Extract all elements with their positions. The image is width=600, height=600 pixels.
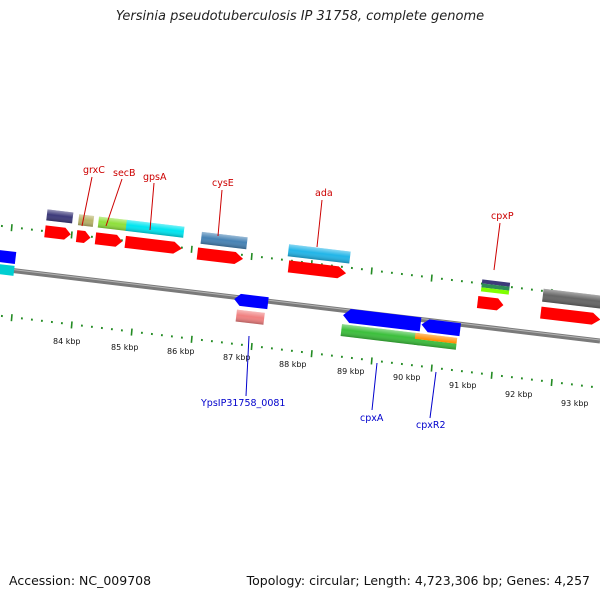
cds-forward-secB[interactable] — [94, 232, 123, 247]
inner-major-tick — [70, 321, 73, 329]
cds-forward-1[interactable] — [44, 225, 71, 240]
cds-forward-cysE[interactable] — [196, 247, 244, 265]
gene-label-grxC[interactable]: grxC — [83, 165, 105, 176]
forward-gene-labels: grxC secB gpsA cysE ada cpxP — [81, 165, 514, 271]
forward-features — [46, 209, 600, 309]
cds-reverse-cpxR2[interactable] — [421, 319, 461, 337]
leader-cpxR2 — [429, 371, 437, 419]
genome-backbone-highlight — [0, 267, 600, 341]
gene-label-gpsA[interactable]: gpsA — [143, 172, 167, 183]
feature-block-edge[interactable] — [0, 263, 15, 276]
tick-label-92: 92 kbp — [505, 390, 533, 399]
inner-major-tick — [10, 314, 13, 322]
tick-labels: 84 kbp 85 kbp 86 kbp 87 kbp 88 kbp 89 kb… — [53, 337, 589, 408]
inner-tick-ring — [0, 314, 593, 388]
tick-label-84: 84 kbp — [53, 337, 81, 346]
inner-major-tick — [190, 335, 193, 343]
cds-forward-gpsA[interactable] — [124, 235, 183, 255]
tick-label-89: 89 kbp — [337, 367, 365, 376]
outer-major-tick — [250, 252, 253, 261]
outer-major-tick — [430, 274, 433, 282]
gene-label-ada[interactable]: ada — [315, 188, 333, 199]
cds-forward-ada[interactable] — [287, 260, 347, 279]
cds-forward-cpxP[interactable] — [476, 296, 504, 311]
forward-cds — [44, 225, 600, 326]
tick-label-86: 86 kbp — [167, 347, 195, 356]
reverse-features — [0, 249, 461, 350]
outer-major-tick — [190, 245, 193, 253]
genome-backbone — [0, 266, 600, 344]
inner-major-tick — [370, 357, 373, 365]
leader-gpsA — [149, 182, 155, 231]
map-title: Yersinia pseudotuberculosis IP 31758, co… — [115, 9, 485, 24]
cds-reverse-edge[interactable] — [0, 249, 17, 264]
inner-major-tick — [490, 371, 493, 379]
outer-major-tick — [70, 231, 73, 239]
inner-major-tick — [130, 328, 133, 336]
feature-block-cpxP-1[interactable] — [481, 279, 511, 287]
gene-label-cysE[interactable]: cysE — [212, 178, 234, 189]
leader-cpxA — [371, 362, 378, 411]
cds-reverse-YpsIP31758_0081[interactable] — [234, 293, 269, 310]
outer-major-tick — [370, 267, 373, 275]
cds-forward-grxC[interactable] — [75, 230, 91, 244]
accession-text: Accession: NC_009708 — [9, 573, 152, 588]
tick-label-93: 93 kbp — [561, 399, 589, 408]
leader-cpxP — [493, 222, 501, 271]
reverse-gene-labels: YpsIP31758_0081 cpxA cpxR2 — [200, 335, 446, 431]
outer-tick-ring — [0, 224, 593, 298]
leader-YpsIP31758_0081 — [245, 335, 250, 397]
gene-label-cpxR2[interactable]: cpxR2 — [416, 420, 446, 431]
gene-label-YpsIP31758_0081[interactable]: YpsIP31758_0081 — [200, 398, 285, 409]
inner-major-tick — [430, 364, 433, 372]
inner-major-tick — [550, 378, 553, 387]
tick-label-91: 91 kbp — [449, 381, 477, 390]
outer-major-tick — [10, 224, 13, 232]
gene-label-secB[interactable]: secB — [113, 168, 136, 179]
tick-label-90: 90 kbp — [393, 373, 421, 382]
leader-secB — [105, 178, 123, 227]
leader-grxC — [81, 176, 93, 227]
inner-major-tick — [250, 342, 253, 351]
feature-block-cpxP-2[interactable] — [481, 283, 510, 291]
inner-major-tick — [310, 350, 313, 358]
tick-label-87: 87 kbp — [223, 353, 251, 362]
gene-label-cpxA[interactable]: cpxA — [360, 413, 384, 424]
cds-forward-last[interactable] — [540, 306, 600, 326]
leader-cysE — [217, 189, 223, 237]
feature-block-cpxP-3[interactable] — [480, 287, 510, 295]
tick-label-85: 85 kbp — [111, 343, 139, 352]
leader-ada — [316, 199, 323, 248]
tick-label-88: 88 kbp — [279, 360, 307, 369]
gene-label-cpxP[interactable]: cpxP — [491, 211, 514, 222]
cds-reverse-cpxA[interactable] — [342, 308, 422, 332]
topology-text: Topology: circular; Length: 4,723,306 bp… — [246, 573, 590, 588]
